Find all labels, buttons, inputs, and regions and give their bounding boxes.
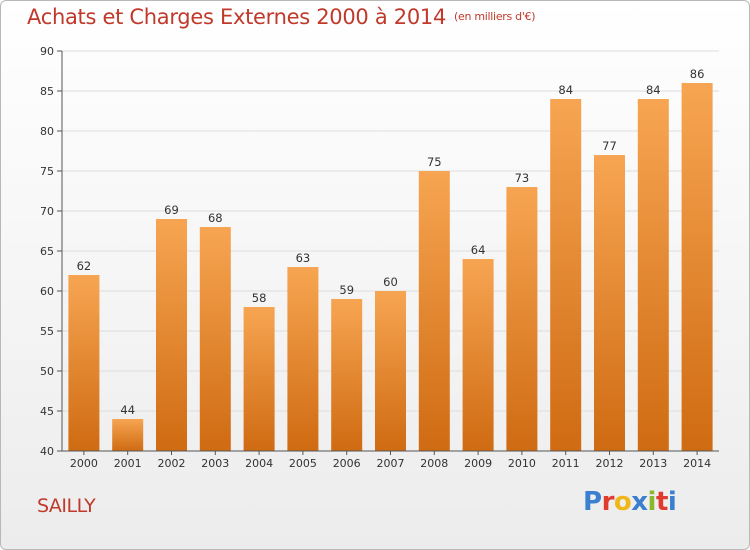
bars: 62 44 69 68 58 63 59 60 75 64 73 84 77 84 86 xyxy=(68,67,713,451)
x-tick-label: 2014 xyxy=(683,457,711,470)
x-tick-label: 2009 xyxy=(464,457,492,470)
bar-2004 xyxy=(243,307,275,451)
x-tick-label: 2000 xyxy=(70,457,98,470)
bar-2006 xyxy=(331,299,363,451)
value-label: 44 xyxy=(120,403,135,417)
value-label: 58 xyxy=(252,291,267,305)
x-tick-label: 2008 xyxy=(420,457,448,470)
x-tick-label: 2011 xyxy=(552,457,580,470)
value-label: 68 xyxy=(208,211,223,225)
bar-2011 xyxy=(550,99,582,451)
bar-2008 xyxy=(418,171,450,451)
y-tick-label: 75 xyxy=(40,165,54,178)
y-tick-label: 70 xyxy=(40,205,54,218)
value-label: 77 xyxy=(602,139,617,153)
logo-letter: i xyxy=(647,487,657,517)
value-label: 64 xyxy=(471,243,486,257)
y-tick-label: 45 xyxy=(40,405,54,418)
x-tick-label: 2005 xyxy=(289,457,317,470)
bar-2013 xyxy=(637,99,669,451)
value-label: 75 xyxy=(427,155,442,169)
bar-2005 xyxy=(287,267,319,451)
chart-title-text: Achats et Charges Externes 2000 à 2014 xyxy=(27,5,447,29)
value-label: 60 xyxy=(383,275,398,289)
y-tick-label: 90 xyxy=(40,45,54,58)
logo-letter: r xyxy=(601,487,615,517)
logo-letter: t xyxy=(655,487,668,517)
bar-2010 xyxy=(506,187,538,451)
bar-2002 xyxy=(156,219,187,451)
value-label: 63 xyxy=(296,251,311,265)
value-label: 84 xyxy=(558,83,573,97)
chart-title: Achats et Charges Externes 2000 à 2014 (e… xyxy=(27,5,536,29)
chart-unit: (en milliers d'€) xyxy=(454,10,536,23)
y-tick-label: 55 xyxy=(40,325,54,338)
y-tick-label: 80 xyxy=(40,125,54,138)
value-label: 59 xyxy=(339,283,354,297)
y-tick-label: 85 xyxy=(40,85,54,98)
value-label: 62 xyxy=(77,259,92,273)
value-label: 73 xyxy=(515,171,530,185)
value-label: 86 xyxy=(690,67,705,81)
axes: 40 45 50 55 60 65 70 75 80 85 90 2000 2001 2002 2003 20… xyxy=(40,45,719,470)
bar-2003 xyxy=(199,227,231,451)
logo-letter: x xyxy=(631,487,648,517)
bar-2007 xyxy=(375,291,406,451)
bar-2000 xyxy=(68,275,100,451)
x-tick-label: 2002 xyxy=(158,457,186,470)
bar-2012 xyxy=(594,155,625,451)
x-tick-label: 2007 xyxy=(377,457,405,470)
bar-2009 xyxy=(462,259,494,451)
x-tick-label: 2003 xyxy=(201,457,229,470)
proxiti-logo[interactable]: Proxiti xyxy=(583,487,677,517)
y-tick-label: 50 xyxy=(40,365,54,378)
x-tick-label: 2004 xyxy=(245,457,273,470)
y-tick-label: 40 xyxy=(40,445,54,458)
value-label: 69 xyxy=(164,203,179,217)
x-tick-label: 2013 xyxy=(639,457,667,470)
value-label: 84 xyxy=(646,83,661,97)
commune-name: SAILLY xyxy=(37,495,96,517)
y-tick-label: 65 xyxy=(40,245,54,258)
x-tick-label: 2012 xyxy=(596,457,624,470)
logo-letter: i xyxy=(667,487,677,517)
bar-2014 xyxy=(681,83,713,451)
logo-letter: o xyxy=(613,487,632,517)
x-tick-label: 2010 xyxy=(508,457,536,470)
bar-2001 xyxy=(112,419,144,451)
y-tick-label: 60 xyxy=(40,285,54,298)
x-tick-label: 2001 xyxy=(114,457,142,470)
x-tick-label: 2006 xyxy=(333,457,361,470)
logo-letter: P xyxy=(583,487,602,517)
